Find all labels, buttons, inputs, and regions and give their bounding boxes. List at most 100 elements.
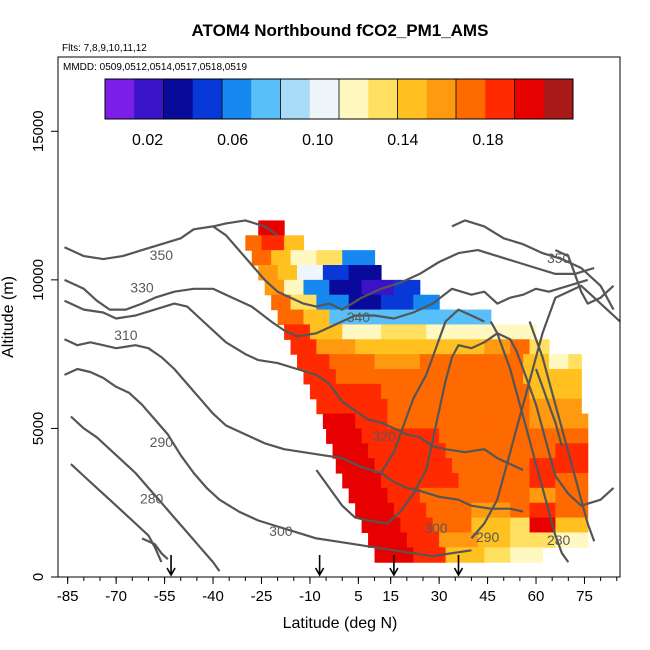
heatmap-cell xyxy=(439,428,492,444)
heatmap-cell xyxy=(490,428,531,444)
y-tick-label: 15000 xyxy=(30,110,47,152)
heatmap-cell xyxy=(393,279,421,296)
heatmap-cell xyxy=(284,279,305,296)
contour-line xyxy=(64,278,589,338)
contour-label: 320 xyxy=(373,428,397,444)
contour-line xyxy=(554,249,615,305)
colorbar-swatch xyxy=(514,79,545,119)
heatmap-cell xyxy=(335,458,376,474)
heatmap-cell xyxy=(555,413,589,430)
heatmap-cell xyxy=(555,532,589,548)
flights-note: Flts: 7,8,9,10,11,12 xyxy=(62,43,147,54)
colorbar-swatch xyxy=(280,79,311,119)
heatmap-cell xyxy=(342,473,382,489)
heatmap-cell xyxy=(322,413,356,430)
colorbar: 0.02 0.06 0.10 0.14 0.18 xyxy=(104,78,574,149)
colorbar-swatch xyxy=(192,79,223,119)
heatmap-cell xyxy=(380,294,414,311)
colorbar-swatch xyxy=(222,79,252,119)
heatmap-cell xyxy=(271,294,292,311)
heatmap-cell xyxy=(361,279,395,296)
x-axis-label: Latitude (deg N) xyxy=(283,615,398,632)
contour-label: 310 xyxy=(114,327,138,343)
contour-label: 300 xyxy=(424,520,448,536)
colorbar-swatch xyxy=(426,79,457,119)
heatmap-cell xyxy=(271,250,292,266)
colorbar-swatch xyxy=(163,79,194,119)
heatmap-cell xyxy=(464,487,505,504)
heatmap-cell xyxy=(245,235,263,251)
flight-arrow xyxy=(389,555,399,577)
heatmap-cell xyxy=(309,383,343,400)
x-tick-label: -10 xyxy=(299,588,321,605)
colorbar-tick-label: 0.18 xyxy=(472,132,503,149)
heatmap-cell xyxy=(503,487,531,504)
contour-label: 280 xyxy=(547,532,571,548)
colorbar-swatch xyxy=(368,79,398,119)
heatmap-cell xyxy=(329,279,363,296)
colorbar-tick-label: 0.02 xyxy=(132,132,163,149)
contour-line xyxy=(64,299,524,472)
heatmap-cell xyxy=(471,309,492,326)
heatmap-cell xyxy=(316,294,350,311)
heatmap-cell xyxy=(380,324,427,340)
contour-line xyxy=(64,338,524,513)
heatmap-cell xyxy=(361,428,395,444)
heatmap-cell xyxy=(374,369,421,385)
colorbar-swatch xyxy=(309,79,340,119)
heatmap-cell xyxy=(303,279,330,296)
contour-label: 340 xyxy=(347,309,371,325)
heatmap-cell xyxy=(432,309,473,326)
heatmap-cell xyxy=(361,309,395,326)
colorbar-swatch xyxy=(251,79,281,119)
flight-arrow xyxy=(453,555,464,577)
heatmap-cell xyxy=(251,250,272,266)
heatmap-cell xyxy=(284,235,305,251)
heatmap-cell xyxy=(303,309,330,326)
heatmap-cell xyxy=(529,428,557,444)
heatmap-cell xyxy=(322,265,350,281)
heatmap-cell xyxy=(458,473,505,489)
colorbar-swatch xyxy=(339,79,369,119)
heatmap-cell xyxy=(342,250,376,266)
heatmap-cell xyxy=(529,383,557,400)
colorbar-tick-label: 0.06 xyxy=(217,132,248,149)
heatmap-cell xyxy=(355,502,395,519)
contour-line xyxy=(70,463,163,563)
heatmap-cell xyxy=(529,487,557,504)
colorbar-swatch xyxy=(485,79,515,119)
x-tick-label: -85 xyxy=(57,588,79,605)
heatmap-cell xyxy=(471,354,524,370)
heatmap-cell xyxy=(374,458,408,474)
x-tick-label: 30 xyxy=(431,588,448,605)
contour-line xyxy=(64,225,595,311)
heatmap-cell xyxy=(316,250,343,266)
heatmap-cell xyxy=(548,354,569,370)
heatmap-cell xyxy=(329,309,363,326)
contour-label: 290 xyxy=(150,434,174,450)
heatmap-cell xyxy=(439,413,492,430)
colorbar-swatch xyxy=(456,79,486,119)
heatmap-cell xyxy=(555,502,589,519)
heatmap-cell xyxy=(332,443,369,459)
heatmap-cell xyxy=(406,532,440,548)
contour-line xyxy=(141,537,169,561)
heatmap-cell xyxy=(368,532,408,548)
y-axis-label: Altitude (m) xyxy=(0,276,17,358)
heatmap-cell xyxy=(510,532,557,548)
heatmap-cell xyxy=(529,502,557,519)
colorbar-frame xyxy=(104,78,574,120)
contour-line xyxy=(380,308,485,474)
contour-label: 330 xyxy=(130,279,154,295)
flight-marker-layer xyxy=(166,555,464,577)
heatmap-cell xyxy=(277,265,298,281)
heatmap-cell xyxy=(484,547,511,563)
heatmap-cell xyxy=(348,487,389,504)
heatmap-cell xyxy=(277,309,305,326)
heatmap-cell xyxy=(426,383,479,400)
heatmap-cell xyxy=(380,473,414,489)
x-tick-label: 45 xyxy=(479,588,496,605)
x-tick-label: -25 xyxy=(251,588,273,605)
heatmap-cell xyxy=(555,398,582,415)
heatmap-cell xyxy=(452,458,498,474)
